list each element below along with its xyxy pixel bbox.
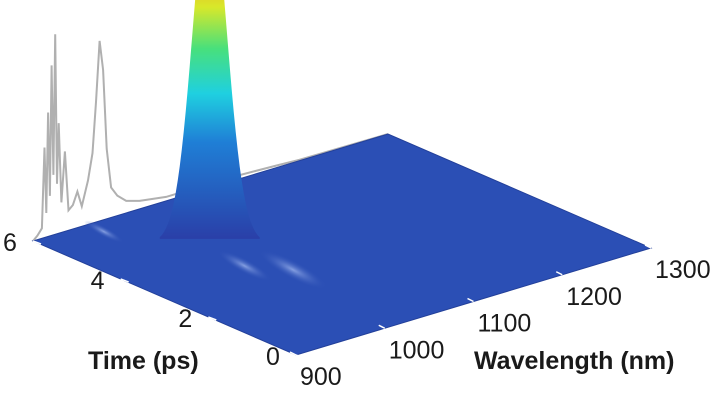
y-tick-2-label: 2 (178, 305, 192, 333)
y-tick-6-label: 6 (3, 229, 17, 257)
x-tick-900-label: 900 (300, 363, 342, 391)
y-axis-label: Time (ps) (88, 347, 199, 375)
x-tick-1100-mark (467, 297, 474, 303)
y-tick-4-mark (120, 278, 129, 283)
surface-features (84, 220, 327, 290)
y-tick-0-label: 0 (266, 343, 280, 371)
x-tick-1300-mark (644, 244, 652, 249)
y-tick-2-mark (208, 316, 217, 321)
y-tick-4-label: 4 (91, 267, 105, 295)
y-axis-ticks: 0 2 4 6 (3, 229, 305, 371)
x-tick-1000-mark (378, 324, 386, 329)
x-tick-1300-label: 1300 (655, 256, 711, 284)
surface-floor (31, 133, 653, 356)
surface-ripple (217, 250, 272, 282)
surface-peak (159, 0, 260, 239)
x-tick-1200-label: 1200 (566, 283, 622, 311)
x-tick-1000-label: 1000 (389, 336, 445, 364)
surface-ripple (84, 220, 124, 243)
x-tick-900-mark (289, 351, 297, 356)
y-tick-6-mark (32, 240, 42, 245)
x-axis-label: Wavelength (nm) (474, 347, 674, 375)
x-tick-1200-mark (555, 271, 563, 276)
x-axis-ticks: 900 1000 1100 1200 1300 (289, 244, 711, 391)
y-tick-0-mark (295, 354, 305, 359)
x-tick-1100-label: 1100 (478, 310, 532, 338)
surface-ripple (259, 250, 327, 290)
